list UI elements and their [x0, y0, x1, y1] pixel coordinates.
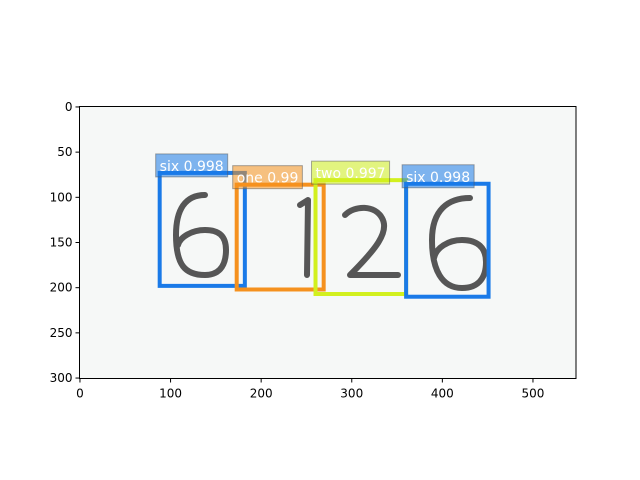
x-tick-label: 100: [159, 387, 182, 401]
x-tick-label: 200: [250, 387, 273, 401]
x-tick-label: 300: [340, 387, 363, 401]
box-label: six 0.998: [160, 159, 224, 175]
box-label: two 0.997: [316, 166, 386, 182]
box-label: one 0.99: [237, 171, 299, 187]
x-tick-label: 500: [522, 387, 545, 401]
x-tick-label: 0: [76, 387, 84, 401]
image-background: [79, 106, 576, 379]
box-label-background: [232, 165, 303, 190]
box-label-background: [155, 153, 229, 178]
y-tick-label: 50: [57, 145, 72, 159]
box-label-background: [401, 164, 475, 189]
y-tick-label: 150: [50, 236, 73, 250]
box-label-background: [311, 160, 391, 185]
x-tick-label: 400: [431, 387, 454, 401]
y-tick-label: 300: [50, 371, 73, 385]
y-tick-label: 0: [65, 100, 73, 114]
y-tick-label: 250: [50, 326, 73, 340]
image-digits: [173, 192, 489, 291]
y-tick-label: 100: [50, 190, 73, 204]
y-tick-label: 200: [50, 281, 73, 295]
box-label: six 0.998: [406, 170, 470, 186]
